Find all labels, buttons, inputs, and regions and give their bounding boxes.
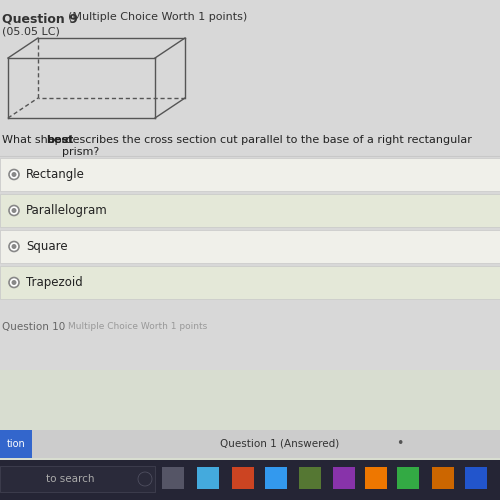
FancyBboxPatch shape: [162, 467, 184, 489]
FancyBboxPatch shape: [197, 467, 219, 489]
Text: •: •: [396, 438, 404, 450]
FancyBboxPatch shape: [0, 430, 32, 458]
FancyBboxPatch shape: [397, 467, 419, 489]
FancyBboxPatch shape: [0, 266, 500, 299]
Text: Question 10: Question 10: [2, 322, 65, 332]
Text: Multiple Choice Worth 1 points: Multiple Choice Worth 1 points: [68, 322, 207, 331]
Circle shape: [9, 278, 19, 287]
Text: best: best: [46, 135, 73, 145]
FancyBboxPatch shape: [0, 0, 500, 370]
Circle shape: [9, 242, 19, 252]
Circle shape: [138, 472, 152, 486]
Text: to search: to search: [46, 474, 94, 484]
Text: (05.05 LC): (05.05 LC): [2, 26, 60, 36]
Text: Trapezoid: Trapezoid: [26, 276, 83, 289]
Circle shape: [9, 206, 19, 216]
Text: Question 9: Question 9: [2, 12, 78, 25]
FancyBboxPatch shape: [232, 467, 254, 489]
FancyBboxPatch shape: [299, 467, 321, 489]
FancyBboxPatch shape: [0, 370, 500, 500]
Text: describes the cross section cut parallel to the base of a right rectangular pris: describes the cross section cut parallel…: [62, 135, 472, 156]
FancyBboxPatch shape: [0, 430, 500, 458]
FancyBboxPatch shape: [0, 158, 500, 191]
Text: Rectangle: Rectangle: [26, 168, 85, 181]
FancyBboxPatch shape: [265, 467, 287, 489]
Circle shape: [12, 280, 16, 285]
Circle shape: [12, 172, 16, 177]
Circle shape: [12, 208, 16, 213]
FancyBboxPatch shape: [365, 467, 387, 489]
Text: What shape: What shape: [2, 135, 72, 145]
Text: Parallelogram: Parallelogram: [26, 204, 108, 217]
FancyBboxPatch shape: [0, 194, 500, 227]
Circle shape: [12, 244, 16, 249]
Circle shape: [9, 170, 19, 179]
FancyBboxPatch shape: [0, 460, 500, 500]
FancyBboxPatch shape: [0, 230, 500, 263]
FancyBboxPatch shape: [333, 467, 355, 489]
Text: (Multiple Choice Worth 1 points): (Multiple Choice Worth 1 points): [68, 12, 247, 22]
Text: Square: Square: [26, 240, 68, 253]
FancyBboxPatch shape: [432, 467, 454, 489]
Text: tion: tion: [6, 439, 26, 449]
FancyBboxPatch shape: [0, 466, 155, 492]
FancyBboxPatch shape: [465, 467, 487, 489]
Text: Question 1 (Answered): Question 1 (Answered): [220, 439, 340, 449]
